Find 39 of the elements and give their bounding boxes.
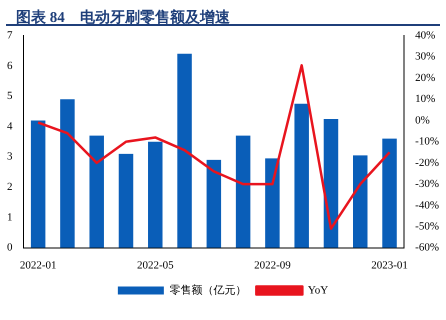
bar bbox=[265, 158, 280, 248]
y-tick-label: 2 bbox=[7, 181, 12, 194]
x-tick-label: 2022-01 bbox=[20, 259, 56, 272]
y-tick-label: 3 bbox=[7, 150, 13, 163]
y-tick-label: 1 bbox=[7, 211, 12, 224]
y2-tick-label: 10% bbox=[415, 93, 436, 106]
y2-tick-label: 40% bbox=[415, 29, 436, 42]
bar bbox=[177, 54, 192, 248]
bar bbox=[89, 136, 104, 248]
y2-tick-label: -20% bbox=[415, 156, 439, 169]
x-tick-label: 2022-09 bbox=[254, 259, 292, 272]
y2-tick-label: -10% bbox=[415, 136, 439, 148]
y2-tick-label: -60% bbox=[415, 242, 439, 254]
legend-label: 零售额（亿元） bbox=[169, 283, 246, 296]
y2-tick-label: -30% bbox=[415, 178, 439, 190]
bar bbox=[118, 154, 134, 248]
y2-tick-label: 20% bbox=[415, 72, 436, 84]
bar bbox=[294, 104, 309, 248]
bar bbox=[60, 99, 75, 248]
legend-label: YoY bbox=[308, 284, 328, 296]
bar bbox=[382, 138, 397, 248]
x-tick-label: 2022-05 bbox=[136, 259, 174, 272]
bar bbox=[236, 136, 250, 248]
bar bbox=[30, 120, 46, 248]
chart-title: 图表 84 电动牙刷零售额及增速 bbox=[6, 0, 440, 26]
bar bbox=[353, 155, 368, 248]
bar bbox=[148, 142, 163, 248]
bar bbox=[206, 160, 222, 248]
y-tick-label: 4 bbox=[7, 120, 13, 132]
y2-tick-label: 30% bbox=[415, 50, 436, 63]
x-tick-label: 2023-01 bbox=[371, 259, 408, 272]
y-tick-label: 0 bbox=[7, 242, 13, 254]
y-tick-label: 6 bbox=[7, 60, 13, 72]
y2-tick-label: 0% bbox=[415, 114, 430, 126]
y-tick-label: 7 bbox=[7, 29, 13, 42]
y2-tick-label: -50% bbox=[415, 220, 439, 232]
bar bbox=[324, 118, 338, 248]
y2-tick-label: -40% bbox=[415, 199, 439, 212]
y-tick-label: 5 bbox=[7, 90, 13, 102]
